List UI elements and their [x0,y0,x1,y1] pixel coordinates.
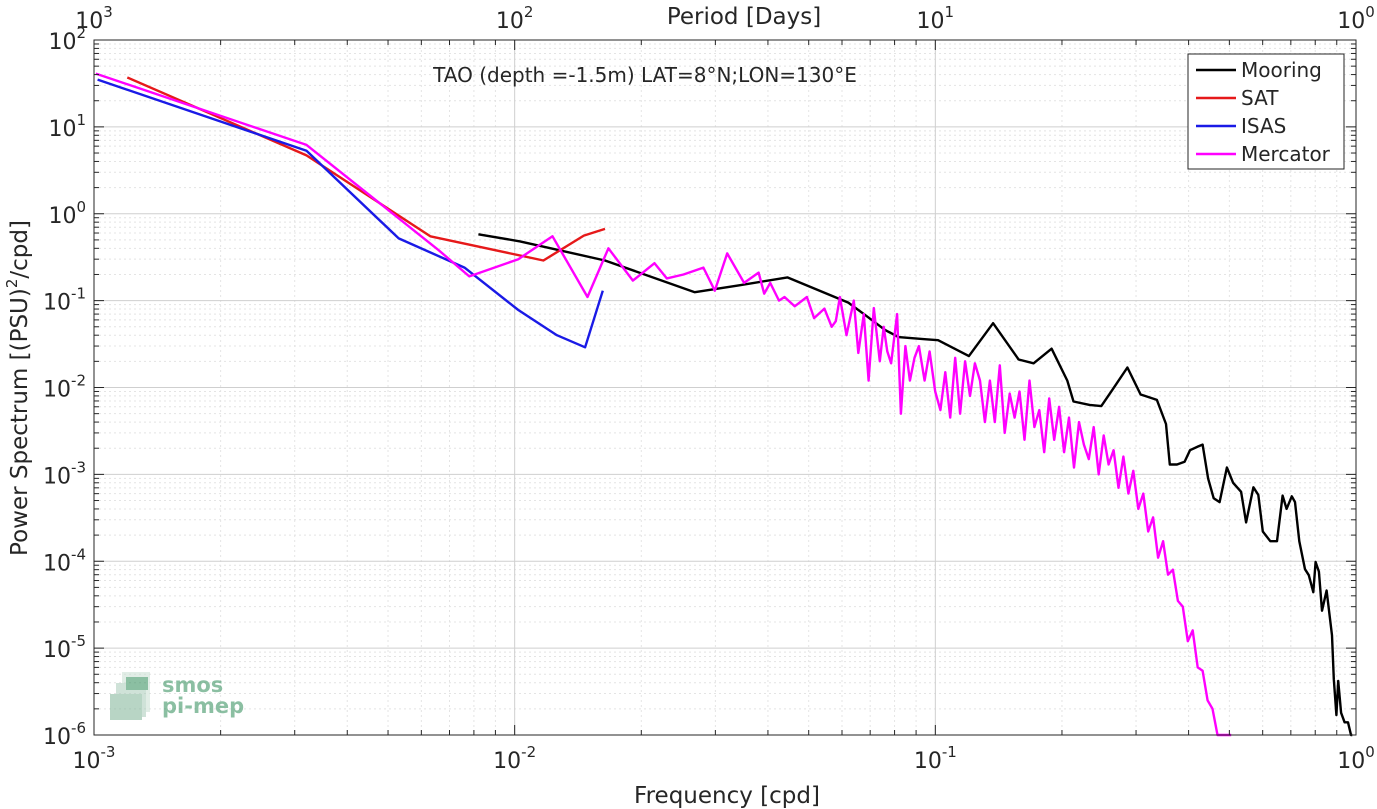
legend: Mooring SAT ISAS Mercator [1187,53,1345,170]
x-tick-label: 100 [1337,743,1375,774]
watermark-line2: pi-mep [162,694,244,718]
minor-grid [94,40,1356,735]
top-axis-label: Period [Days] [667,4,821,30]
watermark-line1: smos [162,673,223,697]
period-tick-label: 102 [496,3,534,34]
y-tick-label: 10-3 [43,458,86,489]
y-tick-label: 101 [48,111,86,142]
period-tick-label: 101 [917,3,955,34]
x-axis-label: Frequency [cpd] [634,783,820,809]
period-tick-labels: 103 102 101 100 [75,3,1375,34]
series-line-sat [126,76,606,262]
legend-label-sat: SAT [1241,86,1279,110]
y-tick-label: 102 [48,24,86,55]
chart-title: TAO (depth =-1.5m) LAT=8°N;LON=130°E [432,63,857,87]
y-tick-labels: 102 101 100 10-1 10-2 10-3 10-4 10-5 10-6 [43,24,86,750]
y-tick-label: 10-6 [43,719,86,750]
legend-label-mercator: Mercator [1241,142,1331,166]
y-axis-label: Power Spectrum [(PSU)2/cpd] [3,220,33,556]
y-tick-label: 10-5 [43,632,86,663]
x-tick-labels: 10-3 10-2 10-1 100 [73,743,1375,774]
y-tick-label: 100 [48,198,86,229]
x-tick-label: 10-2 [493,743,536,774]
series-line-isas [97,78,604,349]
period-tick-label: 100 [1337,3,1375,34]
series-lines [95,72,1353,737]
legend-label-mooring: Mooring [1241,58,1322,82]
y-tick-label: 10-1 [43,285,86,316]
y-tick-label: 10-2 [43,372,86,403]
y-tick-label: 10-4 [43,545,86,576]
legend-box [1187,53,1345,170]
tick-marks [93,39,1357,736]
legend-label-isas: ISAS [1241,114,1286,138]
series-line-mooring [478,233,1353,737]
series-line-mercator [95,72,1232,737]
smos-pi-mep-logo: smos pi-mep [110,672,244,720]
x-tick-label: 10-1 [914,743,957,774]
x-tick-label: 10-3 [73,743,116,774]
period-tick-label: 103 [75,3,113,34]
